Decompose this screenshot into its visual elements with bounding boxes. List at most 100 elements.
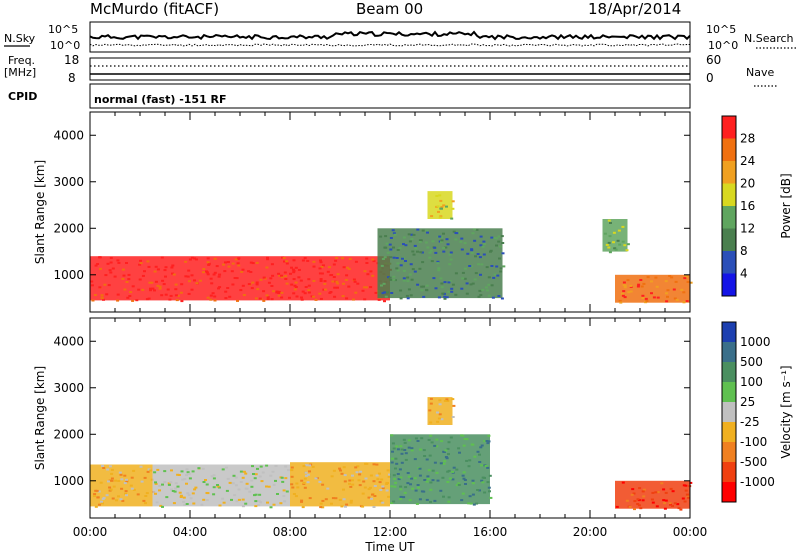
power-echo-pixel — [242, 294, 246, 296]
power-echo-pixel — [392, 232, 396, 235]
velocity-echo-pixel — [172, 502, 176, 505]
power-echo-pixel — [425, 229, 429, 232]
velocity-echo-pixel — [372, 463, 376, 466]
velocity-echo-pixel — [295, 482, 299, 485]
velocity-echo-pixel — [443, 460, 447, 463]
time-tick-label: 00:00 — [73, 525, 108, 539]
freq-label-top: Freq. — [8, 54, 35, 67]
velocity-echo-pixel — [470, 443, 474, 446]
power-echo-pixel — [205, 271, 209, 274]
velocity-echo-pixel — [358, 484, 362, 487]
power-echo-pixel — [336, 282, 340, 285]
power-echo-pixel — [158, 287, 162, 290]
velocity-echo-pixel — [427, 438, 431, 441]
velocity-echo-pixel — [111, 497, 115, 500]
velocity-echo-pixel — [237, 488, 241, 491]
velocity-echo-pixel — [417, 486, 420, 489]
power-echo-pixel — [215, 265, 219, 268]
power-echo-pixel — [277, 294, 281, 297]
velocity-echo-pixel — [362, 480, 366, 483]
velocity-echo-pixel — [471, 482, 475, 485]
power-echo-pixel — [186, 275, 190, 278]
velocity-echo-pixel — [638, 487, 642, 490]
velocity-echo-pixel — [677, 507, 681, 510]
power-echo-pixel — [390, 292, 394, 294]
power-echo-pixel — [444, 246, 448, 249]
power-echo-pixel — [121, 277, 125, 280]
power-echo-pixel — [138, 263, 142, 266]
velocity-echo-pixel — [395, 462, 399, 465]
velocity-echo-pixel — [394, 467, 397, 470]
power-echo-pixel — [479, 273, 482, 276]
velocity-echo-pixel — [447, 441, 451, 444]
velocity-echo-pixel — [625, 499, 629, 502]
velocity-echo-pixel — [279, 502, 283, 505]
power-echo-pixel — [652, 296, 656, 299]
velocity-echo-pixel — [441, 476, 445, 479]
velocity-echo-pixel — [416, 484, 420, 486]
velocity-echo-pixel — [656, 491, 660, 494]
velocity-echo-pixel — [351, 483, 355, 486]
power-echo-pixel — [250, 287, 254, 290]
cpid-frame — [89, 83, 691, 109]
power-echo-pixel — [291, 268, 295, 271]
velocity-echo-pixel — [311, 465, 315, 468]
velocity-echo-pixel — [205, 492, 209, 494]
power-echo-pixel — [164, 275, 167, 278]
power-echo-pixel — [437, 269, 441, 272]
power-echo-pixel — [471, 282, 475, 285]
power-echo-pixel — [439, 215, 443, 218]
velocity-echo-pixel — [471, 479, 475, 482]
velocity-echo-pixel — [123, 482, 127, 485]
power-echo-pixel — [258, 297, 262, 300]
velocity-echo-pixel — [387, 495, 391, 498]
velocity-echo-pixel — [633, 500, 637, 503]
power-echo-pixel — [174, 283, 178, 286]
velocity-echo-pixel — [413, 458, 417, 461]
power-echo-pixel — [401, 257, 404, 260]
velocity-echo-pixel — [153, 471, 157, 474]
velocity-echo-pixel — [486, 442, 490, 445]
velocity-echo-pixel — [114, 479, 118, 482]
power-echo-pixel — [385, 242, 389, 245]
velocity-echo-pixel — [185, 468, 189, 471]
power-echo-pixel — [363, 298, 367, 301]
power-echo-pixel — [405, 294, 409, 297]
time-axis-label: Time UT — [364, 540, 415, 554]
power-echo-pixel — [163, 269, 167, 272]
velocity-echo-pixel — [436, 411, 439, 414]
power-echo-pixel — [285, 282, 289, 285]
power-echo-pixel — [501, 252, 505, 255]
velocity-echo-pixel — [430, 441, 434, 444]
power-echo-pixel — [473, 239, 477, 242]
velocity-echo-pixel — [420, 490, 424, 493]
velocity-echo-pixel — [461, 492, 465, 495]
velocity-echo-pixel — [631, 488, 635, 491]
velocity-echo-pixel — [409, 483, 412, 486]
nsearch-label: N.Search — [744, 32, 794, 45]
velocity-echo-pixel — [354, 466, 358, 469]
power-echo-pixel — [292, 278, 296, 281]
power-echo-pixel — [413, 270, 417, 273]
power-echo-pixel — [116, 259, 120, 262]
power-echo-pixel — [392, 275, 396, 278]
power-echo-pixel — [445, 296, 449, 299]
velocity-echo-pixel — [433, 499, 437, 502]
power-echo-pixel — [323, 280, 327, 283]
velocity-echo-pixel — [399, 495, 403, 498]
power-echo-pixel — [283, 271, 287, 274]
velocity-colorbar-tick: 1000 — [740, 335, 771, 349]
nsky-tick-bottom: 10^0 — [50, 39, 80, 52]
power-echo-pixel — [145, 298, 149, 301]
power-echo-pixel — [406, 297, 410, 300]
velocity-echo-pixel — [212, 493, 216, 496]
velocity-echo-pixel — [476, 489, 480, 491]
power-echo-pixel — [421, 261, 425, 264]
velocity-echo-pixel — [392, 447, 396, 450]
power-echo-pixel — [608, 251, 612, 254]
power-echo-pixel — [330, 274, 334, 276]
velocity-echo-pixel — [372, 506, 376, 508]
power-echo-pixel — [629, 290, 633, 293]
power-echo-pixel — [431, 240, 435, 243]
power-echo-pixel — [307, 289, 311, 292]
